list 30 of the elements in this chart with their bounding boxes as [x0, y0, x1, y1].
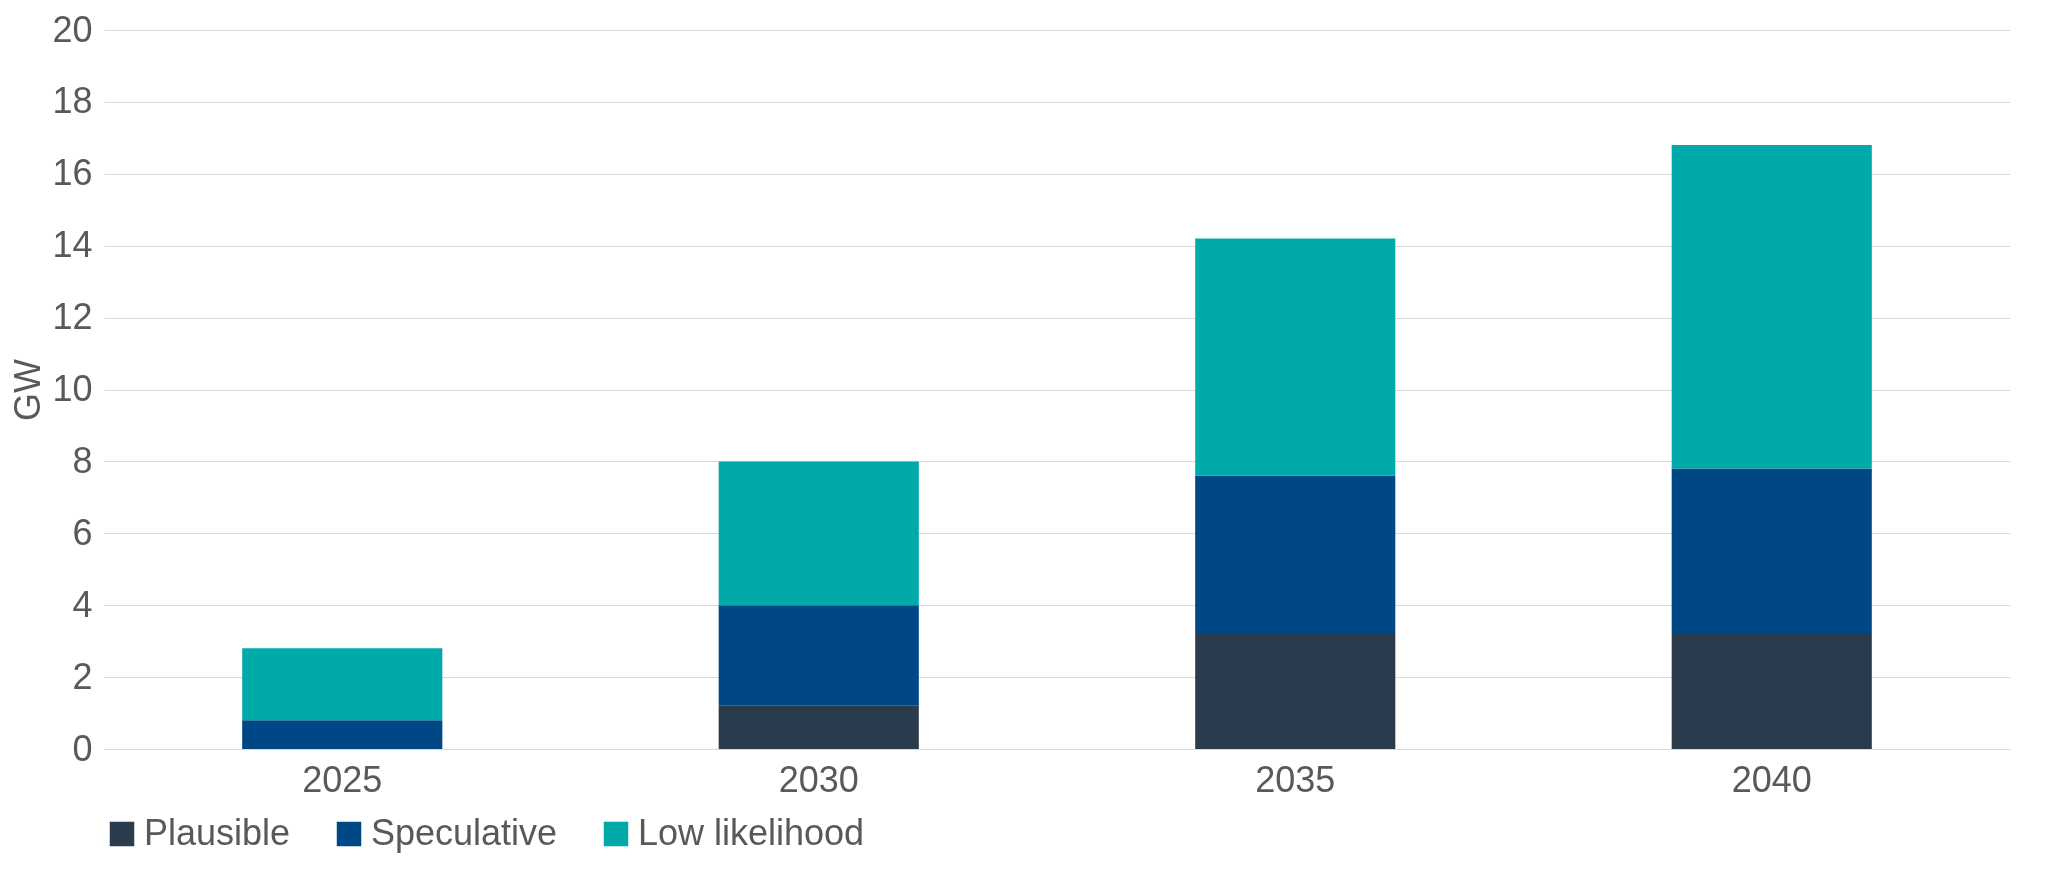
y-tick-label: 20: [52, 8, 93, 50]
y-axis-title: GW: [7, 358, 49, 421]
y-tick-label: 14: [52, 224, 93, 266]
bar: [242, 720, 443, 749]
bar: [1671, 145, 1872, 469]
x-tick-label: 2035: [1255, 758, 1336, 800]
bar: [718, 461, 919, 606]
bar: [1195, 633, 1396, 749]
y-tick-label: 2: [72, 655, 93, 697]
y-tick-label: 16: [52, 152, 93, 194]
x-tick-label: 2025: [302, 758, 383, 800]
y-tick-label: 12: [52, 296, 93, 338]
bar: [1195, 238, 1396, 476]
y-tick-label: 0: [72, 727, 93, 769]
legend-label: Low likelihood: [638, 812, 865, 853]
x-tick-label: 2030: [778, 758, 859, 800]
y-tick-label: 18: [52, 80, 93, 122]
y-tick-label: 6: [72, 511, 93, 553]
y-tick-label: 4: [72, 583, 93, 625]
y-tick-label: 10: [52, 368, 93, 409]
legend-label: Plausible: [144, 812, 291, 853]
legend-label: Speculative: [371, 812, 558, 853]
bar: [1671, 468, 1872, 634]
bar: [1671, 633, 1872, 749]
y-tick-label: 8: [72, 439, 93, 481]
bar: [718, 605, 919, 706]
bar: [242, 648, 443, 721]
bar: [1195, 475, 1396, 634]
bar: [718, 705, 919, 749]
x-tick-label: 2040: [1731, 758, 1812, 800]
